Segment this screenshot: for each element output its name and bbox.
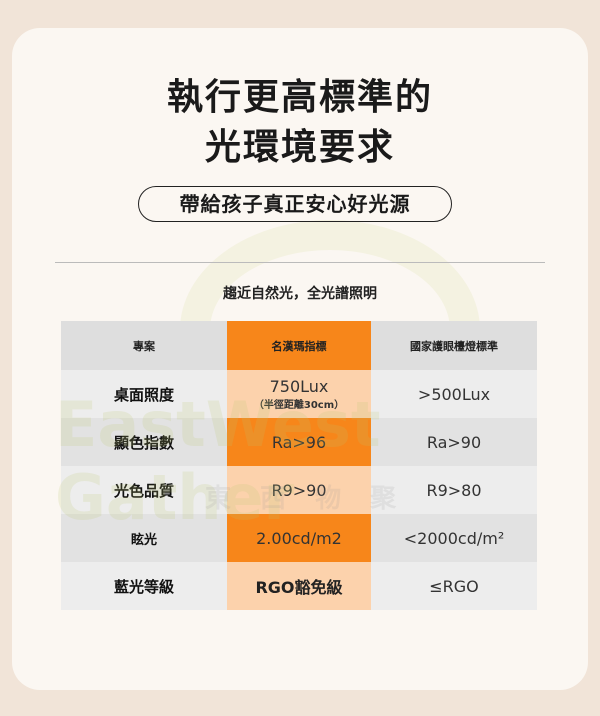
table-row: 顯色指數 Ra>96 Ra>90 [61, 418, 537, 466]
table-row: 眩光 2.00cd/m2 <2000cd/m² [61, 514, 537, 562]
ours-note: （半徑距離30cm） [253, 400, 345, 411]
row-standard: R9>80 [371, 466, 537, 514]
row-item: 桌面照度 [61, 370, 227, 418]
row-ours: R9>90 [227, 466, 371, 514]
table-header: 專案 名漢瑪指標 國家護眼檯燈標準 [61, 321, 537, 370]
row-item: 眩光 [61, 514, 227, 562]
row-ours: Ra>96 [227, 418, 371, 466]
header-ours: 名漢瑪指標 [227, 321, 371, 370]
row-ours: RGO豁免級 [227, 562, 371, 610]
title-line-2: 光環境要求 [204, 127, 395, 168]
row-ours: 750Lux （半徑距離30cm） [227, 370, 371, 418]
table-row: 藍光等級 RGO豁免級 ≤RGO [61, 562, 537, 610]
comparison-table: 專案 名漢瑪指標 國家護眼檯燈標準 桌面照度 750Lux （半徑距離30cm） … [61, 321, 537, 610]
row-standard: >500Lux [371, 370, 537, 418]
table-row: 桌面照度 750Lux （半徑距離30cm） >500Lux [61, 370, 537, 418]
row-ours: 2.00cd/m2 [227, 514, 371, 562]
row-item: 光色品質 [61, 466, 227, 514]
title-line-1: 執行更高標準的 [166, 77, 433, 118]
row-item: 顯色指數 [61, 418, 227, 466]
divider [55, 262, 545, 263]
slogan-pill: 帶給孩子真正安心好光源 [138, 186, 452, 222]
subtitle: 趨近自然光，全光譜照明 [223, 286, 377, 302]
row-standard: ≤RGO [371, 562, 537, 610]
header-item: 專案 [61, 321, 227, 370]
row-item: 藍光等級 [61, 562, 227, 610]
ours-value: 750Lux [269, 377, 329, 396]
header-standard: 國家護眼檯燈標準 [371, 321, 537, 370]
row-standard: Ra>90 [371, 418, 537, 466]
table-row: 光色品質 R9>90 R9>80 [61, 466, 537, 514]
row-standard: <2000cd/m² [371, 514, 537, 562]
